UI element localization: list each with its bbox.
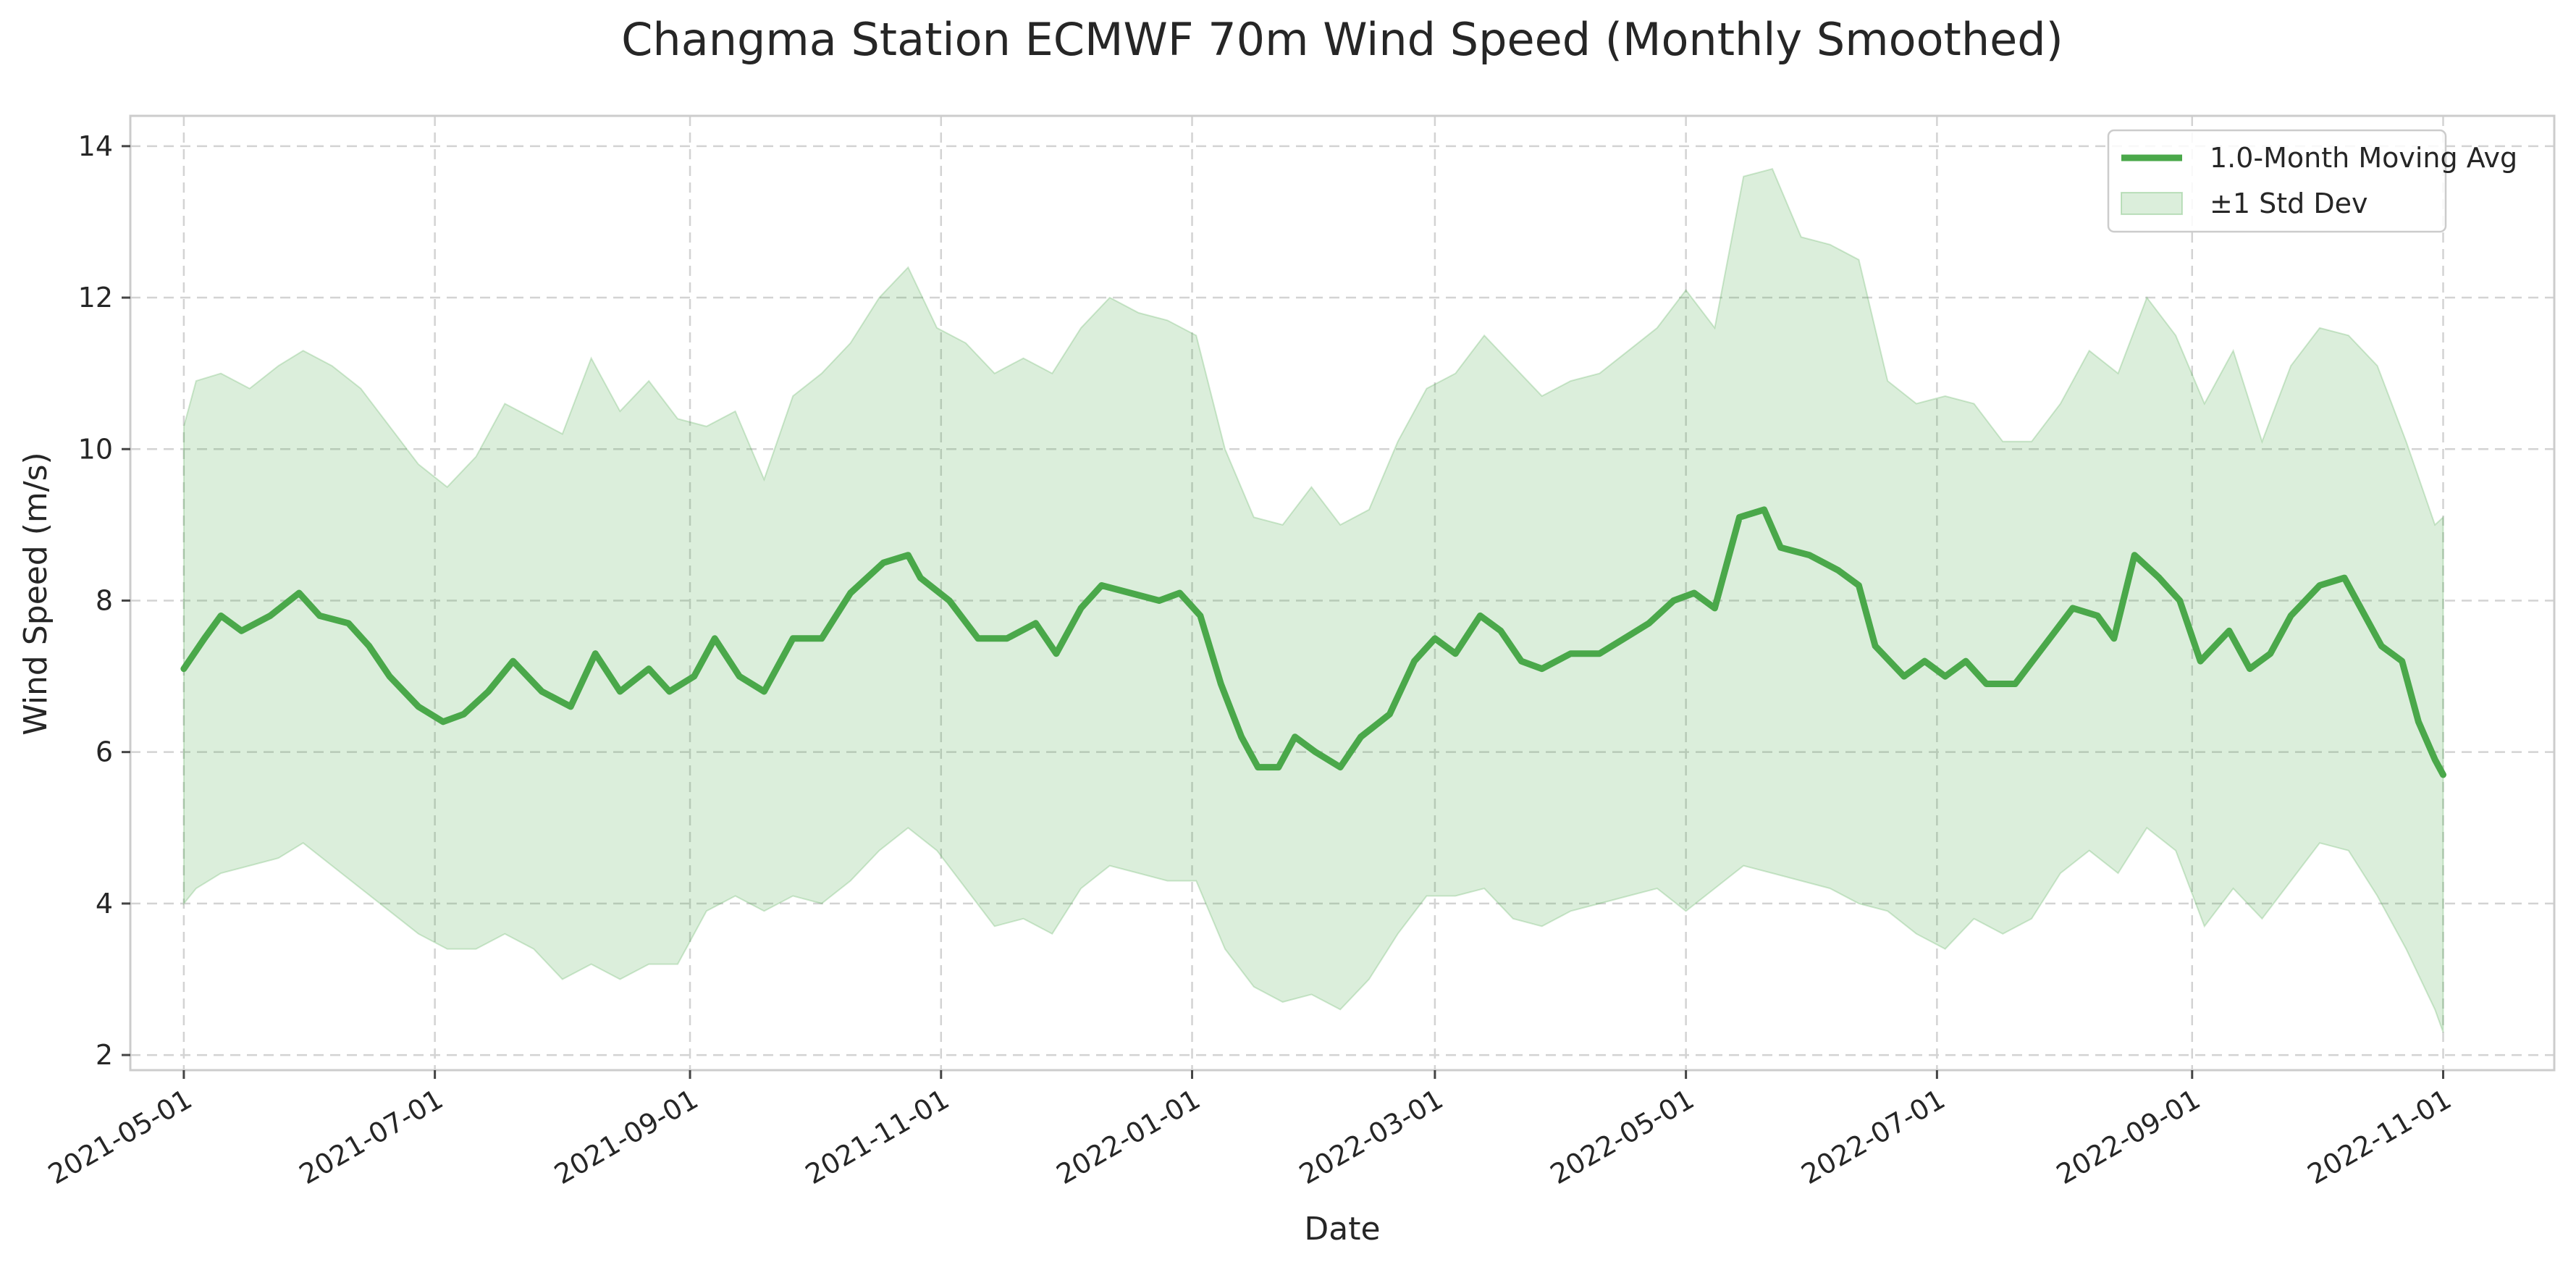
y-tick-label: 8 (96, 584, 113, 616)
moving-avg-line-layer (180, 506, 2446, 778)
legend-label-moving-avg: 1.0-Month Moving Avg (2210, 142, 2517, 174)
std-dev-band-layer (182, 168, 2444, 1033)
y-axis-title: Wind Speed (m/s) (17, 452, 54, 735)
legend-box (2107, 129, 2447, 233)
y-tick-label: 14 (78, 130, 113, 162)
y-axis: 2 4 6 8 10 12 14 (78, 130, 130, 1071)
grid (130, 116, 2554, 1070)
plot-frame (129, 114, 2556, 1072)
legend-label-std-dev: ±1 Std Dev (2210, 188, 2367, 219)
legend-band-swatch (2121, 192, 2183, 215)
legend: 1.0-Month Moving Avg ±1 Std Dev (2107, 129, 2517, 233)
y-tick-label: 12 (78, 282, 113, 314)
y-tick-label: 4 (96, 888, 113, 920)
std-dev-band (182, 168, 2444, 1033)
chart-title: Changma Station ECMWF 70m Wind Speed (Mo… (621, 13, 2063, 66)
y-tick-label: 6 (96, 736, 113, 768)
x-axis-title: Date (1304, 1211, 1380, 1248)
y-tick-label: 10 (78, 433, 113, 465)
moving-avg-line (180, 506, 2446, 778)
y-tick-label: 2 (96, 1039, 113, 1071)
